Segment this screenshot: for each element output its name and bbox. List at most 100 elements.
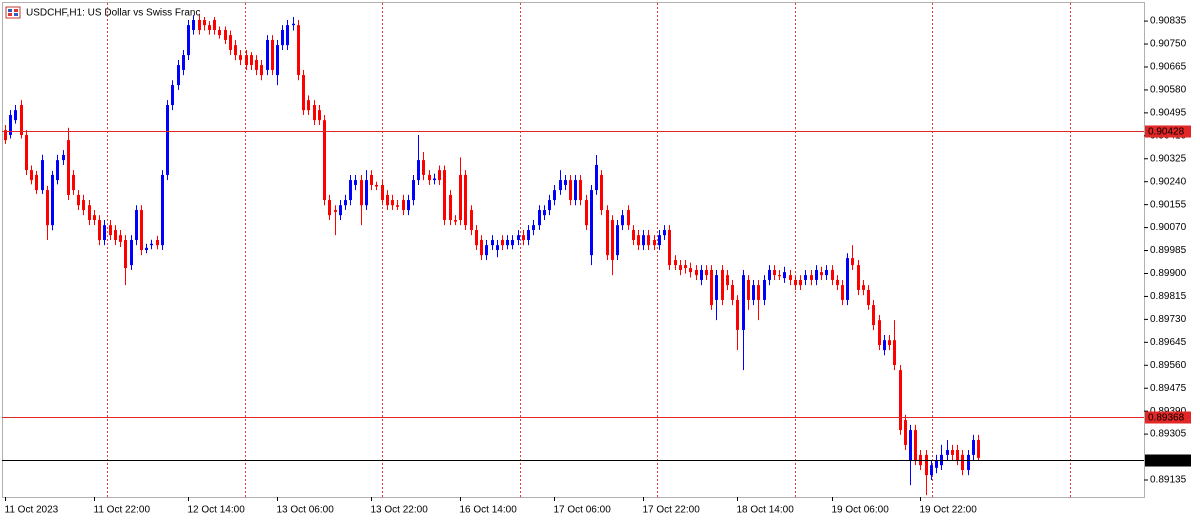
candle-body <box>292 23 295 26</box>
candle-body <box>621 215 624 226</box>
candle-body <box>255 59 258 70</box>
candle-body <box>88 205 91 221</box>
candle-body <box>449 194 452 221</box>
candle-body <box>789 275 792 280</box>
candle-body <box>360 180 363 206</box>
symbol-icon <box>5 6 21 19</box>
candle-body <box>888 340 891 346</box>
candle-body <box>543 210 546 216</box>
candle-body <box>752 285 755 300</box>
candle-body <box>412 180 415 201</box>
candle-body <box>590 190 593 256</box>
candle-body <box>386 194 389 206</box>
candle-body <box>454 220 457 222</box>
y-tick-label: 0.89390 <box>1150 406 1187 417</box>
x-tick-label: 13 Oct 06:00 <box>277 505 335 516</box>
icon-frame <box>5 6 21 19</box>
candle-body <box>851 258 854 266</box>
y-tick-label: 0.90580 <box>1150 85 1187 96</box>
candle-body <box>553 190 556 201</box>
candle-body <box>511 240 514 246</box>
y-tick-label: 0.90665 <box>1150 62 1187 73</box>
y-tick-label: 0.90835 <box>1150 16 1187 27</box>
price-label-box <box>1145 454 1191 467</box>
candle-body <box>747 279 750 300</box>
candle-body <box>585 200 588 226</box>
candle-body <box>956 450 959 461</box>
candle-body <box>935 460 938 468</box>
candle-body <box>375 184 378 187</box>
candle-body <box>67 140 70 195</box>
y-tick-label: 0.89560 <box>1150 360 1187 371</box>
candle-body <box>245 55 248 66</box>
candle-body <box>402 200 405 211</box>
x-tick-label: 16 Oct 14:00 <box>460 505 518 516</box>
candle-body <box>239 55 242 60</box>
candle-body <box>344 200 347 206</box>
candle-body <box>878 320 881 346</box>
candle-body <box>611 220 614 260</box>
candle-body <box>334 210 337 212</box>
candle-body <box>98 220 101 241</box>
candle-body <box>831 269 834 280</box>
candle-body <box>977 440 980 458</box>
x-tick-label: 18 Oct 14:00 <box>737 505 795 516</box>
candle-body <box>381 184 384 201</box>
icon-cell <box>8 13 12 16</box>
y-tick-label: 0.90240 <box>1150 176 1187 187</box>
candle-body <box>506 240 509 246</box>
candle-body <box>946 450 949 455</box>
x-tick-label: 11 Oct 22:00 <box>94 505 151 516</box>
candle-body <box>480 240 483 256</box>
candle-body <box>41 160 44 191</box>
candle-body <box>867 289 870 306</box>
candle-body <box>642 235 645 246</box>
candle-body <box>872 305 875 326</box>
candle-body <box>318 110 321 121</box>
candle-body <box>695 269 698 276</box>
candle-body <box>203 20 206 26</box>
candle-body <box>491 240 494 246</box>
candle-body <box>14 110 17 121</box>
candle-body <box>156 240 159 246</box>
candle-body <box>459 174 462 221</box>
candle-body <box>417 160 420 181</box>
candle-body <box>951 450 954 455</box>
candle-body <box>276 45 279 76</box>
candle-body <box>579 180 582 201</box>
candle-body <box>742 275 745 330</box>
candle-body <box>25 135 28 171</box>
candle-body <box>564 180 567 185</box>
candle-body <box>574 180 577 201</box>
y-tick-label: 0.89475 <box>1150 383 1187 394</box>
candle-body <box>93 215 96 221</box>
candle-body <box>224 29 227 40</box>
candle-body <box>213 20 216 30</box>
candle-body <box>569 180 572 201</box>
y-tick-label: 0.89900 <box>1150 268 1187 279</box>
candle-body <box>778 275 781 277</box>
candle-body <box>339 205 342 216</box>
icon-cell <box>14 9 18 12</box>
candle-body <box>130 240 133 266</box>
candle-body <box>731 285 734 300</box>
x-tick-label: 17 Oct 06:00 <box>554 505 612 516</box>
candle-body <box>647 235 650 246</box>
price-label: 0.89209 <box>1148 456 1185 467</box>
candle-body <box>815 269 818 280</box>
candle-body <box>496 245 499 250</box>
candle-body <box>349 180 352 201</box>
candle-body <box>967 454 970 471</box>
candle-body <box>799 279 802 286</box>
candle-body <box>841 285 844 300</box>
candle-body <box>313 105 316 121</box>
candle-body <box>182 55 185 70</box>
candle-body <box>124 240 127 269</box>
candle-body <box>810 275 813 280</box>
candle-body <box>925 454 928 476</box>
candle-body <box>307 100 310 111</box>
candle-body <box>271 39 274 70</box>
candle-body <box>710 269 713 306</box>
candle-body <box>700 269 703 280</box>
